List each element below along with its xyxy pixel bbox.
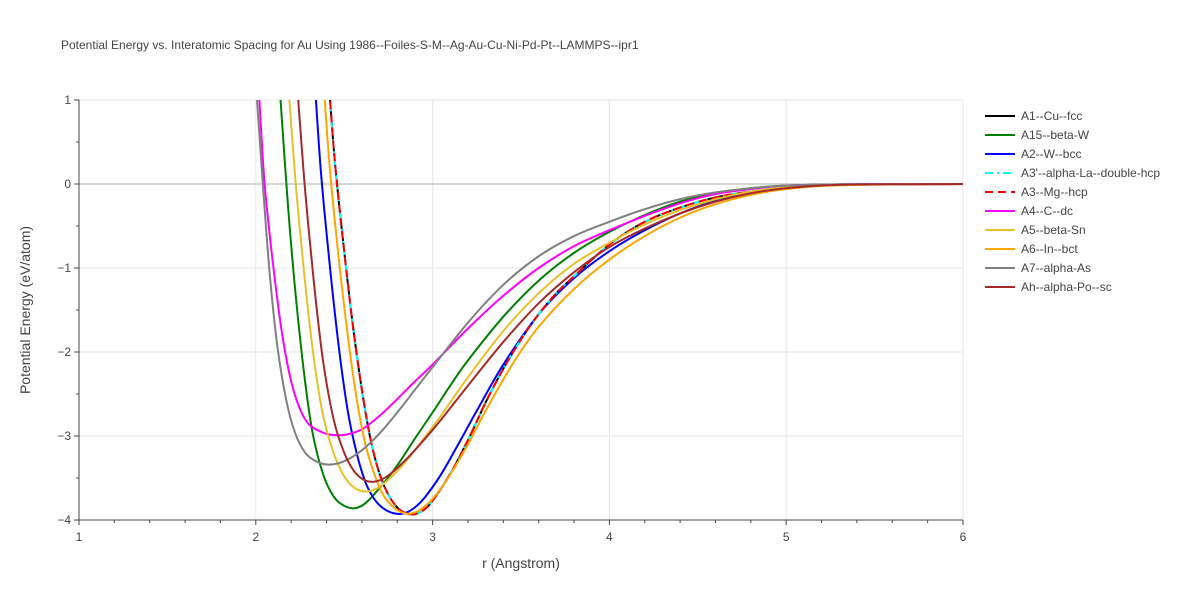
y-tick-label: −2 (57, 345, 71, 359)
legend-swatch (985, 133, 1015, 136)
legend-item[interactable]: A2--W--bcc (985, 144, 1160, 163)
legend-item[interactable]: A4--C--dc (985, 201, 1160, 220)
legend-item[interactable]: A1--Cu--fcc (985, 106, 1160, 125)
x-tick-label: 1 (76, 530, 83, 544)
series-line-4 (329, 100, 963, 516)
chart-title: Potential Energy vs. Interatomic Spacing… (61, 38, 639, 52)
series-line-7 (323, 100, 963, 515)
legend-label: A5--beta-Sn (1021, 222, 1086, 237)
legend-item[interactable]: Ah--alpha-Po--sc (985, 277, 1160, 296)
legend-label: A4--C--dc (1021, 203, 1074, 218)
series-lines (255, 100, 963, 516)
y-tick-label: −1 (57, 261, 71, 275)
y-tick-label: −3 (57, 429, 71, 443)
x-tick-label: 6 (960, 530, 967, 544)
legend-item[interactable]: A3--Mg--hcp (985, 182, 1160, 201)
legend-label: A3'--alpha-La--double-hcp (1021, 165, 1161, 180)
legend-label: Ah--alpha-Po--sc (1021, 279, 1112, 294)
legend-swatch (985, 209, 1015, 212)
tick-labels: 1 2 3 4 5 6 1 0 −1 −2 −3 −4 (57, 93, 966, 544)
legend-swatch (985, 190, 1015, 193)
y-tick-label: 1 (64, 93, 71, 107)
legend: A1--Cu--fcc A15--beta-W A2--W--bcc A3'--alp… (985, 106, 1160, 296)
legend-item[interactable]: A3'--alpha-La--double-hcp (985, 163, 1160, 182)
legend-swatch (985, 114, 1015, 117)
legend-label: A7--alpha-As (1021, 260, 1092, 275)
legend-label: A6--In--bct (1021, 241, 1078, 256)
legend-swatch (985, 266, 1015, 269)
legend-item[interactable]: A15--beta-W (985, 125, 1160, 144)
grid (79, 99, 964, 520)
series-line-6 (288, 100, 963, 493)
legend-swatch (985, 247, 1015, 250)
series-line-0 (329, 100, 963, 516)
legend-item[interactable]: A6--In--bct (985, 239, 1160, 258)
legend-label: A1--Cu--fcc (1021, 108, 1083, 123)
series-line-3 (329, 100, 963, 516)
y-axis-title: Potential Energy (eV/atom) (17, 226, 33, 394)
legend-item[interactable]: A5--beta-Sn (985, 220, 1160, 239)
series-line-9 (297, 100, 963, 483)
legend-label: A2--W--bcc (1021, 146, 1082, 161)
axes (74, 99, 964, 525)
x-tick-label: 5 (783, 530, 790, 544)
legend-item[interactable]: A7--alpha-As (985, 258, 1160, 277)
series-line-8 (255, 100, 963, 466)
x-tick-label: 2 (252, 530, 259, 544)
x-tick-label: 4 (606, 530, 613, 544)
legend-swatch (985, 228, 1015, 231)
y-tick-label: 0 (64, 177, 71, 191)
x-tick-label: 3 (429, 530, 436, 544)
legend-swatch (985, 171, 1015, 174)
y-tick-label: −4 (57, 513, 71, 527)
legend-swatch (985, 285, 1015, 288)
legend-label: A15--beta-W (1021, 127, 1090, 142)
series-line-5 (258, 100, 963, 437)
legend-swatch (985, 152, 1015, 155)
legend-label: A3--Mg--hcp (1021, 184, 1088, 199)
series-line-1 (279, 100, 963, 510)
x-axis-title: r (Angstrom) (482, 555, 560, 571)
